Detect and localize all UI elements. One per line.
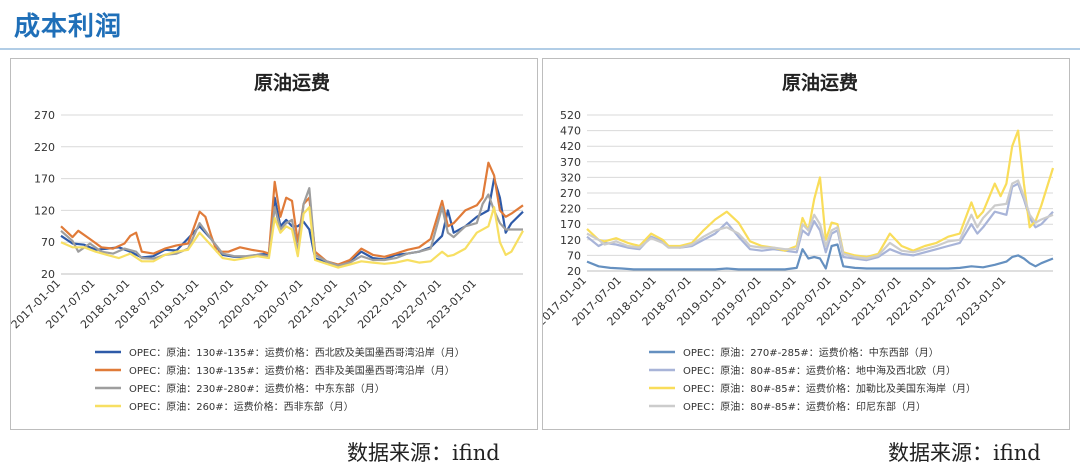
y-tick-label: 520 [560, 109, 581, 122]
legend-label: OPEC：原油：270#-285#：运费价格：中东西部（月） [683, 346, 939, 359]
series-line-2 [60, 161, 524, 266]
series-line-4 [60, 206, 524, 269]
legend-label: OPEC：原油：130#-135#：运费价格：西北欧及美国墨西哥湾沿岸（月） [129, 346, 465, 359]
y-tick-label: 170 [34, 173, 55, 186]
y-tick-label: 220 [560, 203, 581, 216]
y-tick-label: 20 [41, 268, 55, 281]
series-line-2 [586, 182, 1054, 262]
chart-panel-left: 原油运费 20 70 120 170 220 270 2017-01-01 2017-07-01… [10, 58, 538, 430]
series-line-4 [586, 179, 1054, 260]
y-tick-label: 20 [567, 265, 581, 278]
legend-label: OPEC：原油：230#-280#：运费价格：中东东部（月） [129, 382, 385, 395]
source-label-right: 数据来源：ifind [888, 441, 1041, 465]
chart-left: 原油运费20701201702202702017-01-012017-07-01… [11, 72, 524, 413]
legend-label: OPEC：原油：80#-85#：运费价格：印尼东部（月） [683, 400, 926, 413]
y-tick-label: 370 [560, 156, 581, 169]
chart-title: 原油运费 [254, 72, 330, 94]
legend-label: OPEC：原油：260#：运费价格：西非东部（月） [129, 400, 354, 413]
y-tick-label: 170 [560, 218, 581, 231]
title-divider [0, 48, 1080, 50]
legend-label: OPEC：原油：80#-85#：运费价格：地中海及西北欧（月） [683, 364, 956, 377]
y-tick-label: 270 [560, 187, 581, 200]
series-line-1 [586, 243, 1054, 271]
legend-label: OPEC：原油：130#-135#：运费价格：西非及美国墨西哥湾沿岸（月） [129, 364, 455, 377]
chart-title: 原油运费 [782, 72, 858, 94]
y-tick-label: 420 [560, 140, 581, 153]
series-line-3 [586, 129, 1055, 259]
y-tick-label: 70 [41, 236, 55, 249]
legend-label: OPEC：原油：80#-85#：运费价格：加勒比及美国东海岸（月） [683, 382, 976, 395]
source-label-left: 数据来源：ifind [347, 441, 500, 465]
y-tick-label: 270 [34, 109, 55, 122]
y-tick-label: 120 [34, 204, 55, 217]
page-title: 成本利润 [14, 12, 123, 42]
y-tick-label: 320 [560, 171, 581, 184]
y-tick-label: 70 [567, 249, 581, 262]
y-tick-label: 220 [34, 141, 55, 154]
chart-right: 原油运费20701201702202703203704204705202017-… [543, 72, 1055, 413]
chart-panel-right: 原油运费 20 70 120 170 220 270 320 370 420 470 520 2017-… [542, 58, 1070, 430]
y-tick-label: 470 [560, 125, 581, 138]
y-tick-label: 120 [560, 234, 581, 247]
